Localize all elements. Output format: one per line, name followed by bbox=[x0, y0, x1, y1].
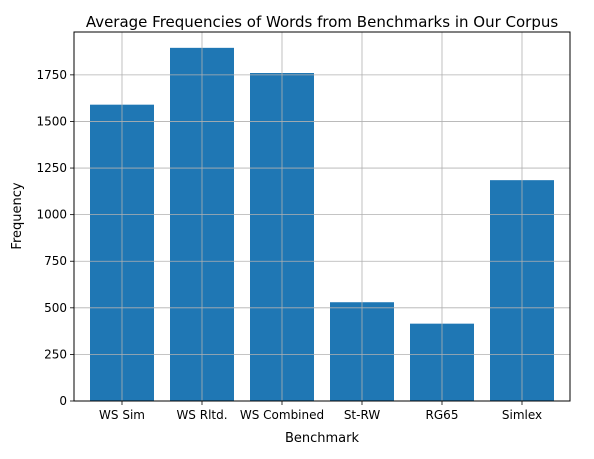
x-tick-label: Simlex bbox=[502, 408, 542, 422]
ticks-layer: 0 250 500 750 1000 1250 1500 1750 WS Sim WS Rltd.… bbox=[36, 68, 542, 422]
plot-area-background bbox=[74, 32, 570, 401]
x-axis-label: Benchmark bbox=[285, 431, 360, 446]
y-tick-label: 1250 bbox=[36, 161, 67, 175]
y-tick-label: 250 bbox=[44, 347, 67, 361]
y-tick-label: 0 bbox=[59, 394, 67, 408]
y-tick-label: 750 bbox=[44, 254, 67, 268]
chart-title: Average Frequencies of Words from Benchm… bbox=[86, 13, 559, 31]
y-tick-label: 500 bbox=[44, 301, 67, 315]
x-tick-label: WS Rltd. bbox=[176, 408, 227, 422]
x-tick-label: WS Combined bbox=[240, 408, 324, 422]
x-tick-label: WS Sim bbox=[99, 408, 145, 422]
y-axis-label: Frequency bbox=[10, 182, 25, 249]
x-tick-label: St-RW bbox=[344, 408, 381, 422]
y-tick-label: 1750 bbox=[36, 68, 67, 82]
y-tick-label: 1000 bbox=[36, 208, 67, 222]
plot-frame bbox=[73, 31, 571, 402]
y-tick-label: 1500 bbox=[36, 114, 67, 128]
x-tick-label: RG65 bbox=[426, 408, 459, 422]
